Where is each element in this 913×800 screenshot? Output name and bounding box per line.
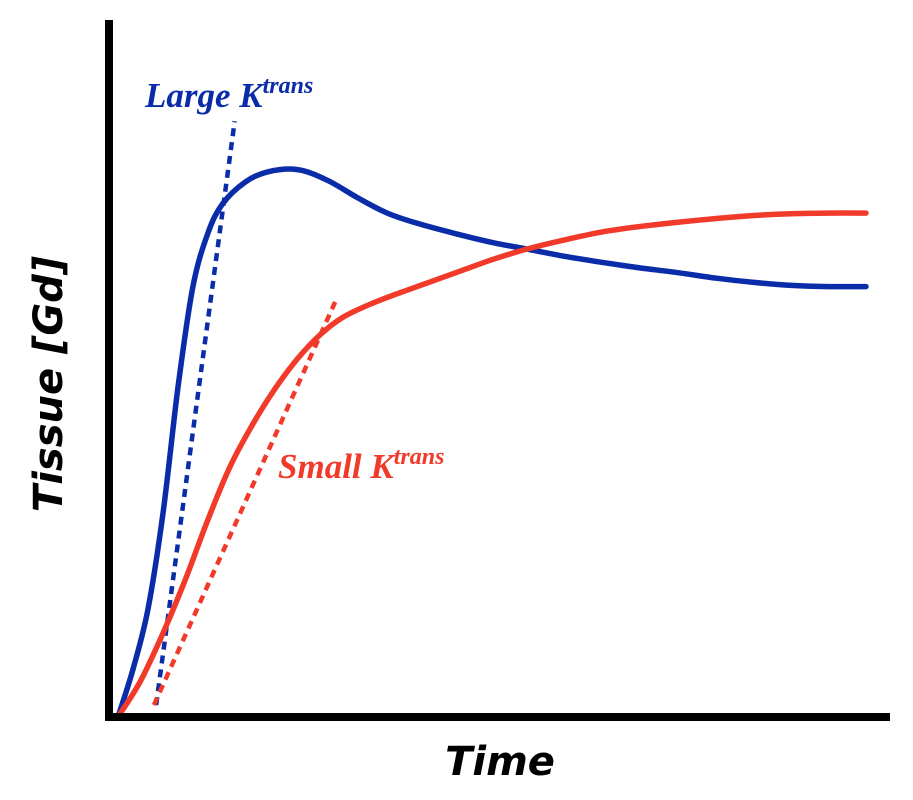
series-label-small-ktrans: Small Ktrans	[278, 444, 444, 486]
series-line-small-ktrans	[115, 210, 869, 720]
axes	[105, 20, 890, 721]
tangent-lines	[151, 120, 338, 706]
series-lines	[115, 166, 869, 720]
y-axis-title: Tissue [Gd]	[26, 256, 72, 512]
series-label-main: Large K	[144, 76, 265, 115]
x-axis-title: Time	[445, 739, 555, 785]
series-label-large-ktrans: Large Ktrans	[144, 73, 313, 115]
tangent-line-small-ktrans	[151, 299, 338, 706]
series-line-large-ktrans	[115, 166, 869, 720]
series-label-superscript: trans	[263, 73, 314, 99]
series-label-superscript: trans	[394, 444, 445, 470]
series-label-main: Small K	[278, 447, 396, 486]
tangent-line-large-ktrans	[153, 120, 237, 706]
